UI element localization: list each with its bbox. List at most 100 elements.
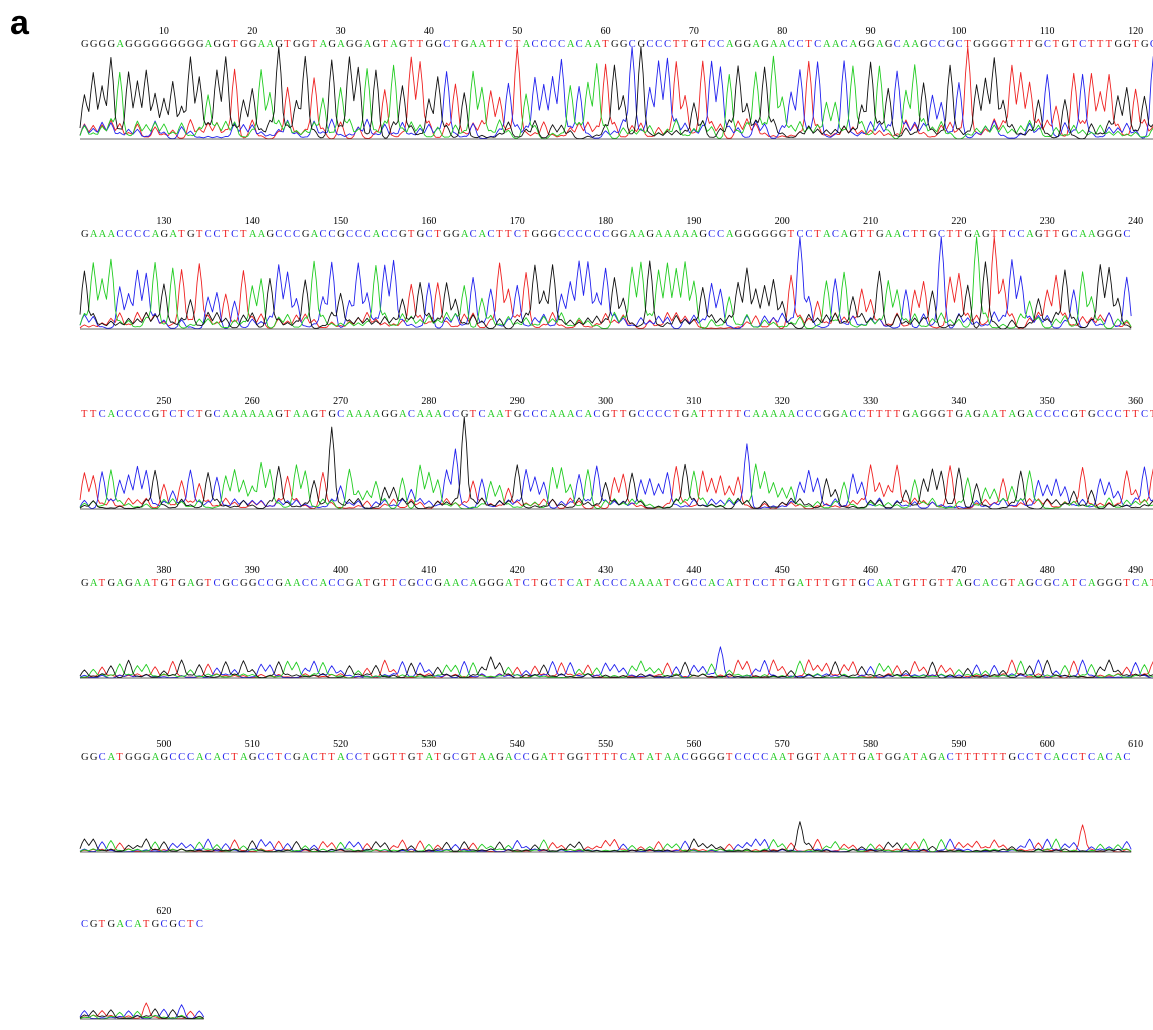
position-tick-label: 450 [775, 565, 790, 576]
base-call-A: A [496, 409, 504, 420]
base-call-T: T [1044, 229, 1051, 240]
base-call-C: C [214, 409, 221, 420]
base-call-A: A [726, 229, 734, 240]
base-call-T: T [187, 919, 194, 930]
base-call-A: A [691, 229, 699, 240]
base-call-A: A [797, 578, 805, 589]
base-call-C: C [567, 578, 574, 589]
base-call-G: G [373, 578, 381, 589]
base-call-G: G [620, 229, 628, 240]
base-call-C: C [664, 39, 671, 50]
base-call-C: C [1044, 752, 1051, 763]
base-call-T: T [178, 229, 185, 240]
base-call-G: G [532, 752, 540, 763]
base-call-G: G [752, 229, 760, 240]
base-call-C: C [267, 578, 274, 589]
base-call-sequence: T T C AC C C C GT C T C T GC AAAAAAGT AAGT GC AAAAGGAC AA… [81, 409, 1153, 420]
base-call-C: C [540, 39, 547, 50]
base-call-A: A [1115, 752, 1123, 763]
base-call-A: A [399, 409, 407, 420]
trace-G [79, 46, 1153, 140]
base-call-T: T [682, 39, 689, 50]
base-call-A: A [116, 919, 124, 930]
base-call-C: C [797, 409, 804, 420]
base-call-G: G [832, 578, 840, 589]
base-call-C: C [991, 578, 998, 589]
position-tick-label: 240 [1128, 216, 1143, 227]
base-call-G: G [496, 752, 504, 763]
base-call-A: A [752, 39, 760, 50]
base-call-G: G [81, 39, 89, 50]
base-call-C: C [1017, 229, 1024, 240]
base-call-A: A [214, 752, 222, 763]
base-call-T: T [1000, 229, 1007, 240]
base-call-C: C [602, 229, 609, 240]
base-call-T: T [1009, 578, 1016, 589]
base-call-T: T [284, 409, 291, 420]
base-call-G: G [532, 229, 540, 240]
base-call-G: G [143, 39, 151, 50]
base-call-T: T [911, 578, 918, 589]
base-call-C: C [938, 39, 945, 50]
base-call-G: G [302, 229, 310, 240]
base-call-T: T [99, 919, 106, 930]
base-call-C: C [797, 39, 804, 50]
position-tick-label: 440 [686, 565, 701, 576]
position-tick-label: 10 [159, 26, 169, 37]
position-tick-label: 360 [1128, 396, 1143, 407]
base-call-G: G [1000, 39, 1008, 50]
base-call-G: G [328, 409, 336, 420]
base-call-T: T [841, 752, 848, 763]
base-call-G: G [964, 578, 972, 589]
base-call-C: C [187, 409, 194, 420]
base-call-G: G [903, 409, 911, 420]
base-call-G: G [1062, 39, 1070, 50]
base-call-G: G [134, 39, 142, 50]
position-tick-label: 570 [775, 739, 790, 750]
base-call-A: A [708, 578, 716, 589]
base-call-C: C [567, 229, 574, 240]
position-tick-label: 620 [156, 906, 171, 917]
base-call-T: T [788, 229, 795, 240]
base-call-G: G [717, 752, 725, 763]
base-call-G: G [461, 752, 469, 763]
base-call-G: G [1123, 39, 1131, 50]
base-call-T: T [496, 39, 503, 50]
base-call-T: T [417, 752, 424, 763]
base-call-A: A [479, 39, 487, 50]
base-call-C: C [258, 578, 265, 589]
base-call-A: A [673, 752, 681, 763]
base-call-C: C [487, 229, 494, 240]
base-call-C: C [214, 229, 221, 240]
base-call-T: T [611, 409, 618, 420]
base-call-G: G [1017, 409, 1025, 420]
position-tick-label: 610 [1128, 739, 1143, 750]
base-call-C: C [973, 578, 980, 589]
base-call-G: G [214, 39, 222, 50]
base-call-C: C [1079, 39, 1086, 50]
position-tick-label: 460 [863, 565, 878, 576]
base-call-C: C [894, 39, 901, 50]
base-call-T: T [788, 752, 795, 763]
base-call-T: T [805, 578, 812, 589]
base-call-C: C [1053, 409, 1060, 420]
position-tick-label: 470 [951, 565, 966, 576]
base-call-T: T [655, 752, 662, 763]
base-call-G: G [240, 578, 248, 589]
base-call-C: C [337, 409, 344, 420]
base-call-A: A [655, 229, 663, 240]
base-call-T: T [90, 409, 97, 420]
base-call-T: T [549, 752, 556, 763]
base-call-G: G [929, 409, 937, 420]
base-call-T: T [470, 752, 477, 763]
base-call-A: A [876, 578, 884, 589]
position-tick-label: 430 [598, 565, 613, 576]
base-call-T: T [991, 752, 998, 763]
base-call-C: C [1035, 409, 1042, 420]
base-call-T: T [143, 919, 150, 930]
base-call-C: C [514, 752, 521, 763]
base-call-G: G [178, 39, 186, 50]
position-tick-label: 380 [156, 565, 171, 576]
base-call-C: C [1070, 752, 1077, 763]
position-tick-label: 510 [245, 739, 260, 750]
